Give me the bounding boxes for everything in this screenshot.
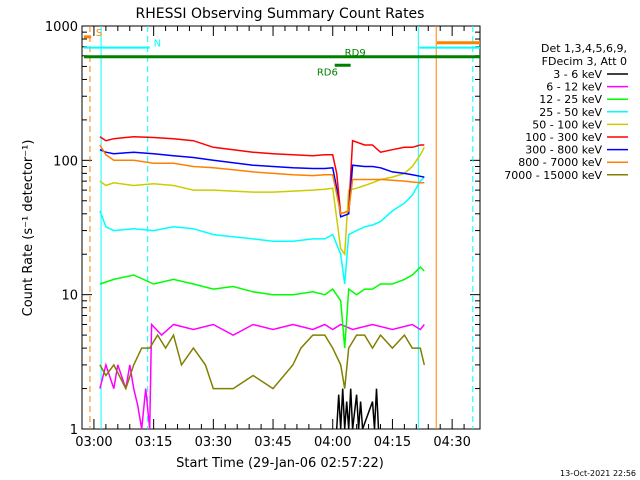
x-tick-label: 04:00 <box>314 435 351 450</box>
series-line <box>99 322 425 430</box>
state-bar-label: N <box>154 39 161 50</box>
legend-entry-label: 100 - 300 keV <box>525 131 602 144</box>
legend-entry-label: 25 - 50 keV <box>539 106 602 119</box>
y-axis-label: Count Rate (s⁻¹ detector⁻¹) <box>21 140 36 317</box>
legend-entry-label: 50 - 100 keV <box>532 118 602 131</box>
legend-header: Det 1,3,4,5,6,9, <box>541 42 627 55</box>
y-axis-ticks: 1 10 100 1000 <box>45 20 480 438</box>
series-line <box>99 266 425 349</box>
legend-entry-label: 300 - 800 keV <box>525 144 602 157</box>
legend-entry-label: 12 - 25 keV <box>539 93 602 106</box>
series-line <box>99 146 425 257</box>
legend-entry-label: 7000 - 15000 keV <box>504 169 602 182</box>
y-tick-label: 10 <box>61 289 78 304</box>
legend: Det 1,3,4,5,6,9,FDecim 3, Att 03 - 6 keV… <box>504 42 628 182</box>
series-line <box>99 333 426 391</box>
x-tick-label: 04:15 <box>374 435 411 450</box>
x-tick-label: 03:45 <box>254 435 291 450</box>
state-bar-label: RD9 <box>345 48 366 59</box>
state-bars: S N RD9 RD6 <box>83 28 480 78</box>
legend-entry-label: 800 - 7000 keV <box>518 156 602 169</box>
y-tick-label: 1000 <box>45 20 78 35</box>
x-tick-label: 03:15 <box>135 435 172 450</box>
series-line <box>99 144 425 215</box>
legend-entry-label: 6 - 12 keV <box>546 81 602 94</box>
legend-entry-label: 3 - 6 keV <box>553 68 602 81</box>
series-line <box>335 388 380 430</box>
state-bar-label: S <box>96 28 102 39</box>
vertical-marker-lines <box>89 26 474 429</box>
plot-frame <box>81 25 481 430</box>
legend-header: FDecim 3, Att 0 <box>542 55 627 68</box>
x-tick-label: 03:00 <box>75 435 112 450</box>
timestamp: 13-Oct-2021 22:56 <box>560 469 636 478</box>
data-series <box>99 135 426 430</box>
series-line <box>99 135 425 215</box>
series-line <box>99 149 425 218</box>
chart-title: RHESSI Observing Summary Count Rates <box>136 6 425 22</box>
series-line <box>99 176 425 285</box>
state-bar-label: RD6 <box>317 67 338 78</box>
x-tick-label: 03:30 <box>195 435 232 450</box>
x-axis-label: Start Time (29-Jan-06 02:57:22) <box>176 456 384 471</box>
x-tick-label: 04:30 <box>433 435 470 450</box>
x-axis-ticks: 03:00 03:15 03:30 03:45 04:00 04:15 04:30 <box>75 26 471 450</box>
y-tick-label: 100 <box>53 154 78 169</box>
y-tick-label: 1 <box>70 423 78 438</box>
